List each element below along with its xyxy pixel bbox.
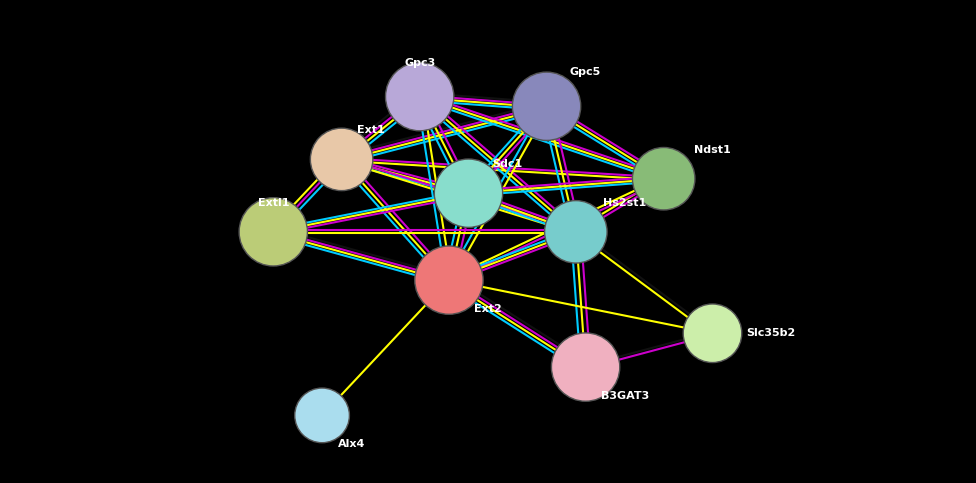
Ellipse shape <box>434 159 503 227</box>
Text: Alx4: Alx4 <box>338 440 365 449</box>
Text: Extl1: Extl1 <box>258 198 289 208</box>
Text: B3GAT3: B3GAT3 <box>600 391 649 401</box>
Text: Gpc5: Gpc5 <box>570 68 601 77</box>
Ellipse shape <box>239 198 307 266</box>
Ellipse shape <box>545 200 607 263</box>
Text: Slc35b2: Slc35b2 <box>747 328 795 338</box>
Ellipse shape <box>632 147 695 210</box>
Text: Ndst1: Ndst1 <box>694 145 731 155</box>
Ellipse shape <box>683 304 742 363</box>
Text: Gpc3: Gpc3 <box>404 58 435 68</box>
Ellipse shape <box>512 72 581 141</box>
Ellipse shape <box>310 128 373 191</box>
Text: Hs2st1: Hs2st1 <box>603 198 646 208</box>
Ellipse shape <box>295 388 349 443</box>
Ellipse shape <box>386 62 454 131</box>
Text: Ext1: Ext1 <box>357 126 385 135</box>
Text: Sdc1: Sdc1 <box>493 159 522 169</box>
Ellipse shape <box>551 333 620 401</box>
Text: Ext2: Ext2 <box>474 304 502 314</box>
Ellipse shape <box>415 246 483 314</box>
